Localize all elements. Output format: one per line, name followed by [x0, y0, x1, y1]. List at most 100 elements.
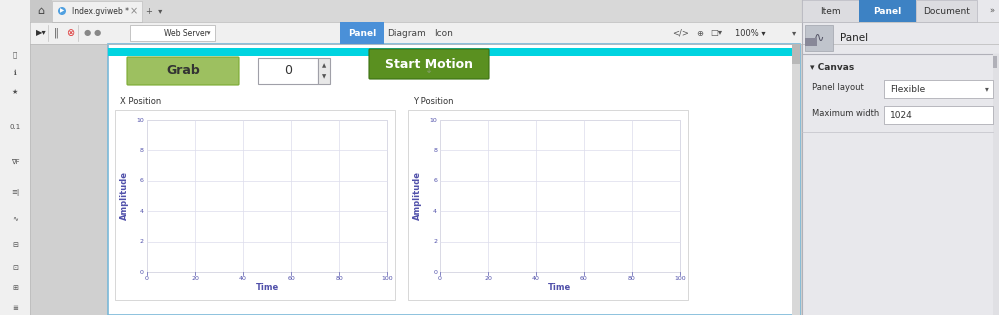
Bar [108, 44, 800, 315]
Text: 0: 0 [145, 276, 149, 281]
Text: 0: 0 [140, 270, 144, 274]
Text: ▾ Canvas: ▾ Canvas [810, 62, 854, 72]
Text: 8: 8 [434, 148, 437, 153]
Text: Panel layout: Panel layout [812, 83, 864, 93]
Bar [805, 38, 817, 46]
Text: 1024: 1024 [890, 111, 913, 119]
Text: Panel: Panel [348, 28, 377, 37]
Bar [805, 25, 833, 51]
Text: 100% ▾: 100% ▾ [735, 28, 765, 37]
Text: Diagram: Diagram [387, 28, 426, 37]
Text: ∿: ∿ [12, 215, 18, 221]
Text: 6: 6 [434, 178, 437, 183]
Text: X Position: X Position [120, 97, 161, 106]
Bar [52, 1, 142, 22]
Text: Icon: Icon [435, 28, 454, 37]
Text: 0: 0 [434, 270, 437, 274]
Text: □▾: □▾ [710, 28, 722, 37]
Bar [408, 110, 688, 300]
Text: 2: 2 [433, 239, 437, 244]
Text: ●: ● [84, 28, 91, 37]
Bar [108, 48, 792, 56]
Bar [802, 0, 999, 315]
Text: ⊗: ⊗ [66, 28, 74, 38]
Text: Web Server: Web Server [165, 28, 209, 37]
Text: 4: 4 [140, 209, 144, 214]
Text: ▾: ▾ [985, 84, 989, 94]
Text: Item: Item [820, 7, 841, 15]
Text: Flexible: Flexible [890, 84, 925, 94]
Text: +  ▾: + ▾ [146, 7, 162, 15]
Bar [258, 58, 318, 84]
Bar [147, 120, 387, 272]
Text: ⊕: ⊕ [696, 28, 703, 37]
Text: Maximum width: Maximum width [812, 110, 879, 118]
Bar [30, 22, 999, 44]
Bar [859, 0, 916, 22]
Text: ↓: ↓ [425, 65, 433, 75]
Text: 40: 40 [239, 276, 247, 281]
Text: 60: 60 [580, 276, 587, 281]
Text: 8: 8 [140, 148, 144, 153]
Text: Amplitude: Amplitude [120, 171, 129, 220]
Bar [916, 0, 977, 22]
Bar [340, 22, 384, 44]
Text: 20: 20 [191, 276, 199, 281]
Bar [993, 56, 997, 68]
FancyBboxPatch shape [369, 49, 489, 79]
Text: 40: 40 [532, 276, 539, 281]
Bar [792, 44, 800, 315]
Text: 2: 2 [140, 239, 144, 244]
Text: 60: 60 [287, 276, 295, 281]
Text: ▾: ▾ [792, 28, 796, 37]
Text: ⊞: ⊞ [12, 285, 18, 291]
Text: ●: ● [94, 28, 101, 37]
Text: Document: Document [923, 7, 970, 15]
Text: 🔍: 🔍 [13, 52, 17, 58]
Text: ℹ: ℹ [14, 70, 16, 76]
Text: 80: 80 [335, 276, 343, 281]
Bar [884, 80, 993, 98]
Text: ▼: ▼ [322, 74, 326, 79]
Bar [0, 0, 30, 315]
Text: ≣: ≣ [12, 305, 18, 311]
Text: ∇F: ∇F [11, 159, 19, 165]
Text: 6: 6 [140, 178, 144, 183]
Circle shape [58, 7, 66, 15]
Bar [884, 106, 993, 124]
Text: Amplitude: Amplitude [413, 171, 422, 220]
Text: »: » [989, 7, 994, 15]
Text: ‖: ‖ [54, 28, 59, 38]
FancyBboxPatch shape [127, 57, 239, 85]
Text: 4: 4 [433, 209, 437, 214]
Bar [30, 0, 999, 22]
Text: 10: 10 [136, 117, 144, 123]
Text: ▶: ▶ [60, 9, 64, 14]
Bar [802, 0, 859, 22]
Text: ×: × [130, 6, 138, 16]
Text: Time: Time [256, 284, 279, 293]
Bar [993, 54, 999, 315]
Bar [30, 0, 52, 22]
Text: 100: 100 [674, 276, 685, 281]
Text: ⊡: ⊡ [12, 265, 18, 271]
Text: 100: 100 [382, 276, 393, 281]
Bar [115, 110, 395, 300]
Text: Grab: Grab [166, 65, 200, 77]
Bar [440, 120, 680, 272]
Text: 20: 20 [485, 276, 492, 281]
Text: ★: ★ [12, 89, 18, 95]
Text: Panel: Panel [873, 7, 902, 15]
Text: Start Motion: Start Motion [385, 58, 473, 71]
Text: Y Position: Y Position [413, 97, 454, 106]
Text: 0.1: 0.1 [9, 124, 21, 130]
Text: 80: 80 [628, 276, 636, 281]
Text: Time: Time [548, 284, 571, 293]
Text: </>: </> [672, 28, 689, 37]
Text: ≡|: ≡| [11, 188, 19, 196]
Text: 0: 0 [284, 65, 292, 77]
Text: ⊟: ⊟ [12, 242, 18, 248]
Text: Index.gviweb *: Index.gviweb * [72, 7, 129, 15]
Text: ∿: ∿ [814, 32, 824, 44]
Text: ⌂: ⌂ [37, 6, 45, 16]
